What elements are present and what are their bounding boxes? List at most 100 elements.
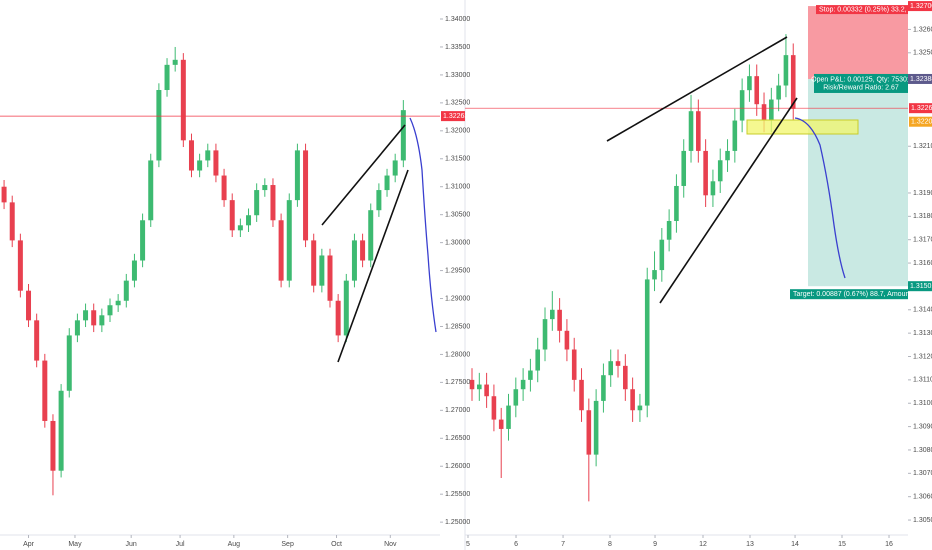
y-tick-label: 1.32500 [445,100,470,107]
candle-body [400,110,406,161]
x-tick-label: 8 [608,541,612,548]
candle-body [213,150,219,176]
y-tick-label: 1.25000 [445,519,470,526]
candle-body [360,240,366,261]
candle-body [107,305,113,316]
candle-body [484,384,489,397]
candle-body [1,186,7,203]
axes: 1.25000 1.25500 1.26000 1.26500 1.27000 1.275… [23,1,932,548]
candle-body [66,335,72,391]
candle-body [506,405,511,429]
candle-body [327,255,333,301]
candle-body [343,280,349,336]
ratio-label: Risk/Reward Ratio: 2.67 [823,84,899,91]
candle-body [392,160,398,176]
candle-body [747,76,752,91]
y-tick-label: 1.29000 [445,295,470,302]
y-tick-label: 1.31900 [913,190,932,197]
target-badge [908,281,932,292]
y-tick-label: 1.28000 [445,351,470,358]
x-tick-label: 9 [653,541,657,548]
x-tick-label: 5 [466,541,470,548]
y-tick-label: 1.26000 [445,463,470,470]
candle-body [188,140,194,171]
candle-body [303,150,309,241]
x-tick-label: 14 [791,541,799,548]
stop-label-bg [816,5,908,15]
candle-body [769,99,774,121]
candle-body [513,389,519,406]
target-label-bg [790,289,908,300]
price-badge-label: 1.32263 [911,105,932,112]
y-tick-label: 1.27000 [445,407,470,414]
candle-body [520,379,526,390]
y-tick-label: 1.30800 [913,447,932,454]
price-badge [909,103,932,114]
stop-badge [908,1,932,12]
projection-curve [794,117,846,279]
candle-body [674,185,679,222]
candle-body [319,255,325,286]
candle-body [717,160,723,182]
price-badge [909,116,932,127]
y-tick-label: 1.32100 [913,143,932,150]
y-tick-label: 1.31100 [913,377,932,384]
candle-body [148,160,154,221]
y-tick-label: 1.31300 [913,330,932,337]
x-tick-label: Jun [126,541,137,548]
candle-body [615,361,621,366]
y-tick-label: 1.34000 [445,16,470,23]
x-tick-label: 13 [746,541,754,548]
trend-line [606,36,788,142]
y-tick-label: 1.30900 [913,423,932,430]
candle-body [50,420,56,471]
y-tick-label: 1.32000 [445,128,470,135]
candle-body [294,150,300,201]
candle-body [637,405,643,411]
candle-body [732,120,738,151]
candle-body [542,319,548,350]
candle-body [586,410,592,455]
candle-body [368,210,374,261]
x-tick-label: Sep [281,541,294,548]
candle-body [115,300,121,306]
y-tick-label: 1.30000 [445,239,470,246]
candle-body [535,349,541,371]
entry-badge-label: 1.32388 [910,76,932,83]
candle-body [164,64,170,91]
candle-body [91,310,97,326]
x-tick-label: Apr [23,541,35,548]
y-tick-label: 1.31200 [913,353,932,360]
candle-body [652,270,657,280]
x-tick-label: Jul [176,541,185,548]
candle-body [262,185,268,191]
candle-body [477,384,482,390]
pnl-bg [814,73,908,93]
candle-body [571,349,577,380]
candle-body [593,400,599,455]
candle-body [83,310,89,321]
y-tick-label: 1.26500 [445,435,470,442]
candle-body [623,365,628,390]
candle-body [205,150,211,161]
y-tick-label: 1.32600 [913,26,932,33]
candle-body [739,90,745,121]
candle-body [384,175,390,191]
x-tick-label: 15 [838,541,846,548]
stop-label: Stop: 0.00332 (0.25%) 33.2, Amount: 7 [819,6,932,13]
left-panel [0,46,440,496]
candle-body [9,202,15,241]
y-tick-label: 1.30500 [913,517,932,524]
x-tick-label: May [68,541,82,548]
entry-badge [908,73,932,84]
candle-body [469,379,475,390]
candle-body [286,200,292,281]
right-panel: Stop: 0.00332 (0.25%) 33.2, Amount: 7 Ope… [465,5,932,502]
candle-body [498,419,504,429]
candle-body [17,240,23,291]
x-tick-label: Nov [384,541,397,548]
x-tick-label: 12 [699,541,707,548]
y-tick-label: 1.28500 [445,323,470,330]
pnl-label: Open P&L: 0.00125, Qty: 75301 [811,76,911,83]
candle-body [123,280,129,301]
